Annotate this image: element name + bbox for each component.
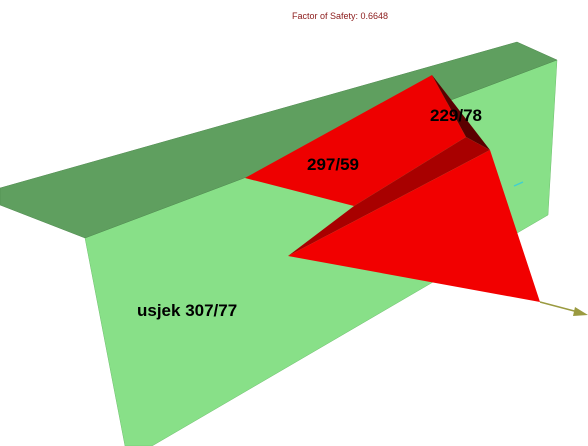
wedge-front-face (288, 150, 540, 302)
slope-label: usjek 307/77 (137, 301, 237, 320)
sliding-direction (539, 301, 579, 313)
wedge-top-label: 229/78 (430, 106, 482, 125)
wedge-side-face (288, 137, 490, 256)
trace-line (513, 181, 524, 187)
wedge-face-label: 297/59 (307, 155, 359, 174)
wedge-top-face (245, 75, 466, 206)
wedge-dark-face (432, 75, 490, 150)
arrow-head (573, 307, 588, 316)
title: Factor of Safety: 0.6648 (292, 11, 388, 21)
